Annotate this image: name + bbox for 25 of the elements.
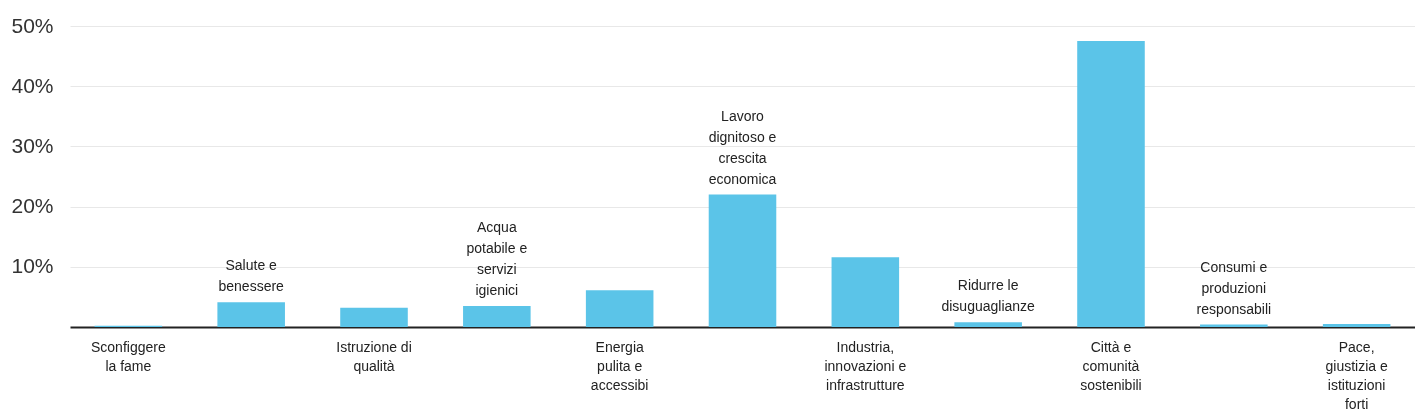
x-tick-label: Acqua potabile e servizi igienici [466, 218, 528, 298]
x-tick-label: Istruzione di qualità [336, 339, 412, 374]
bar [1077, 41, 1145, 327]
x-tick-label: Ridurre le disuguaglianze [941, 277, 1036, 315]
x-tick-label: Lavoro dignitoso e crescita economica [708, 107, 777, 187]
bar [1322, 323, 1391, 327]
x-tick-label: Industria, innovazioni e infrastrutture [824, 339, 907, 393]
x-tick-label: Città e comunità sostenibili [1080, 339, 1142, 393]
bar [340, 307, 408, 327]
bar [585, 290, 654, 327]
y-tick-label: 20% [11, 194, 54, 218]
x-tick-label: Salute e benessere [218, 257, 285, 295]
x-tick-label: Energia pulita e accessibi [590, 339, 649, 393]
bar [463, 305, 531, 327]
x-tick-label: Sconfiggere la fame [90, 339, 166, 374]
bar [708, 194, 777, 327]
y-tick-label: 50% [11, 13, 54, 37]
bar [831, 257, 900, 327]
x-tick-label: Pace, giustizia e istituzioni forti [1325, 339, 1388, 412]
bar [217, 302, 285, 327]
y-tick-label: 40% [11, 73, 54, 97]
y-tick-label: 30% [11, 133, 54, 157]
x-tick-label: Consumi e produzioni responsabili [1196, 258, 1272, 317]
y-tick-label: 10% [11, 254, 54, 278]
bar [954, 322, 1022, 327]
